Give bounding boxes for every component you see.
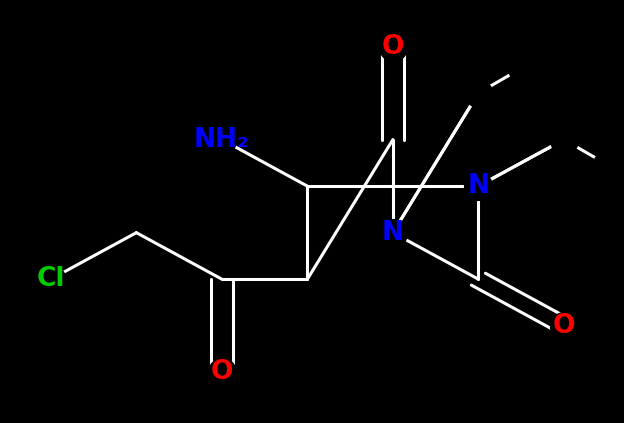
Text: O: O bbox=[553, 313, 575, 339]
Text: O: O bbox=[382, 33, 404, 60]
Text: NH₂: NH₂ bbox=[194, 126, 250, 153]
Text: N: N bbox=[382, 220, 404, 246]
Text: N: N bbox=[467, 173, 489, 199]
Text: Cl: Cl bbox=[37, 266, 65, 292]
Text: O: O bbox=[211, 359, 233, 385]
